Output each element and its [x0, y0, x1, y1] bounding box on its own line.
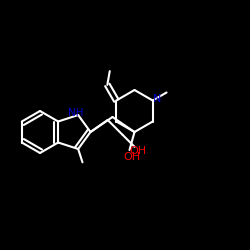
Text: OH: OH	[129, 146, 146, 156]
Text: NH: NH	[68, 108, 84, 118]
Text: N: N	[152, 94, 161, 104]
Text: OH: OH	[123, 152, 140, 162]
